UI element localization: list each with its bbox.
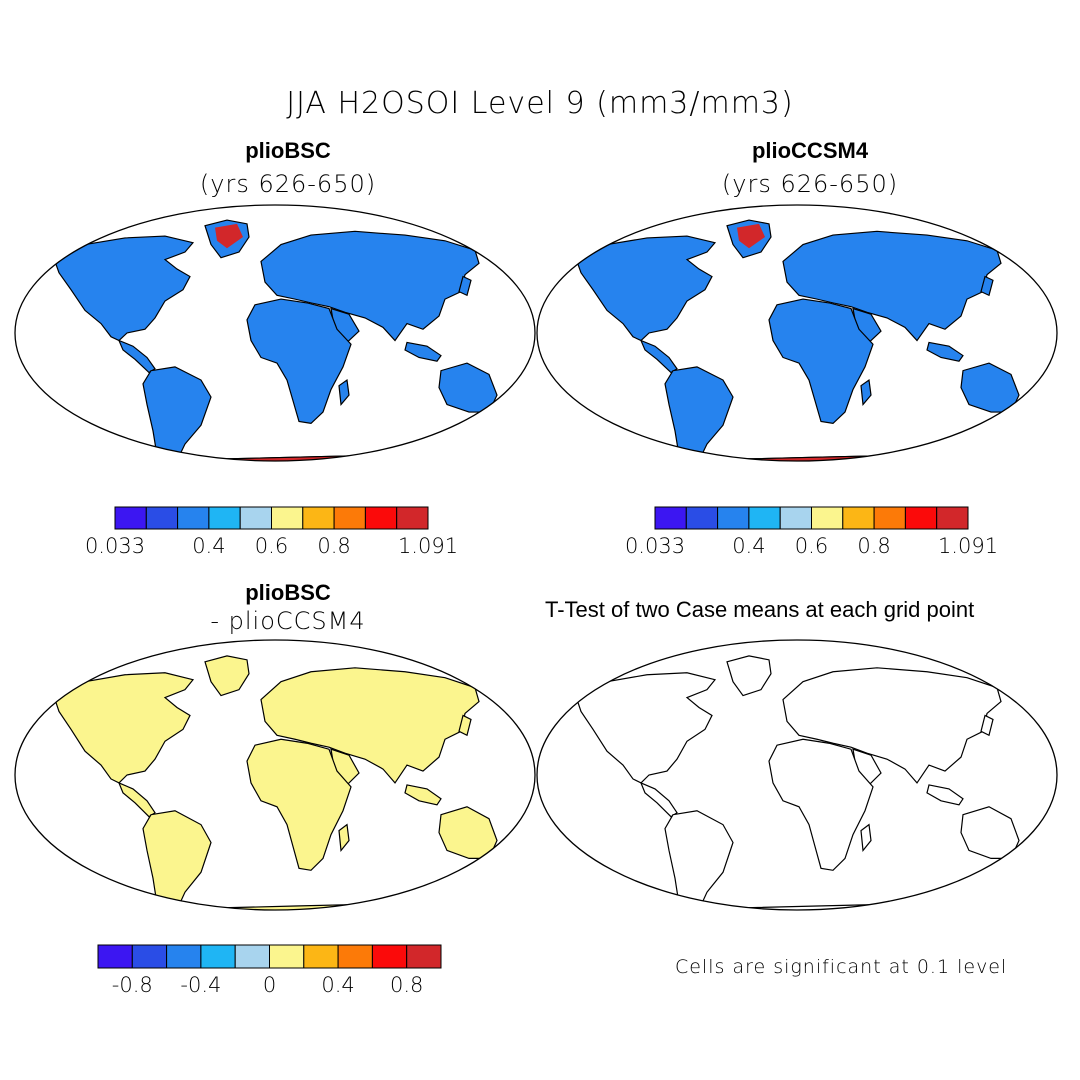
- panel-4-title: T-Test of two Case means at each grid po…: [545, 597, 975, 622]
- colorbar-swatch: [904, 506, 938, 530]
- colorbar-tick-label: -0.8: [112, 973, 153, 997]
- map-frame: [536, 639, 1058, 911]
- colorbar-swatch: [748, 506, 781, 530]
- colorbar-tick-label: 0.6: [795, 534, 828, 558]
- colorbar-swatch: [396, 506, 429, 530]
- greenland-ice: [737, 223, 765, 249]
- colorbar-swatch: [333, 506, 366, 530]
- colorbar-swatch: [177, 506, 210, 530]
- colorbar-swatch: [208, 506, 241, 530]
- colorbar-swatch: [873, 506, 906, 530]
- colorbar-tick-label: 0.4: [732, 534, 765, 558]
- colorbar-plioccsm4: 0.033 0.4 0.6 0.8 1.091: [625, 506, 998, 558]
- colorbar-swatch: [685, 506, 719, 530]
- colorbar-tick-label: 0.8: [317, 534, 350, 558]
- colorbar-swatch: [842, 506, 875, 530]
- colorbar-swatch: [234, 944, 270, 969]
- colorbar-swatch: [811, 506, 844, 530]
- colorbar-tick-label: 0.8: [857, 534, 890, 558]
- colorbar-swatch: [145, 506, 179, 530]
- panel-1-subtitle: (yrs 626-650): [199, 170, 377, 198]
- colorbar-swatch: [406, 944, 442, 969]
- colorbar-swatch: [271, 506, 304, 530]
- colorbar-tick-label: 1.091: [398, 534, 458, 558]
- map-frame: [536, 204, 1058, 462]
- colorbar-swatch: [654, 506, 687, 530]
- panel-3-subtitle: - plioCCSM4: [210, 607, 366, 635]
- colorbar-swatch: [936, 506, 969, 530]
- map-frame: [14, 639, 536, 911]
- colorbar-tick-label: -0.4: [180, 973, 221, 997]
- map-panel-plioccsm4: [536, 204, 1058, 462]
- map-frame: [14, 204, 536, 462]
- colorbar-swatch: [779, 506, 813, 530]
- colorbar-tick-label: 1.091: [938, 534, 998, 558]
- map-panels: [14, 204, 1058, 911]
- colorbar-difference: -0.8 -0.4 0 0.4 0.8: [97, 944, 442, 997]
- colorbar-tick-label: 0.8: [390, 973, 423, 997]
- colorbar-tick-label: 0.4: [192, 534, 225, 558]
- colorbar-swatch: [97, 944, 133, 969]
- colorbar-swatch: [337, 944, 373, 969]
- map-panel-difference: [14, 639, 536, 911]
- colorbar-swatch: [239, 506, 272, 530]
- map-panel-ttest: [536, 639, 1058, 911]
- colorbar-swatch: [166, 944, 202, 969]
- greenland-ice: [215, 223, 243, 249]
- panel-2-subtitle: (yrs 626-650): [721, 170, 899, 198]
- significance-note: Cells are significant at 0.1 level: [675, 956, 1008, 978]
- colorbar-swatch: [269, 944, 305, 969]
- antarctica-ice: [43, 454, 507, 461]
- panel-3-title: plioBSC: [245, 580, 331, 605]
- panel-1-title: plioBSC: [245, 138, 331, 163]
- colorbar-tick-label: 0: [263, 973, 276, 997]
- antarctica-ice: [565, 454, 1029, 461]
- colorbar-swatch: [371, 944, 408, 969]
- panel-2-title: plioCCSM4: [751, 138, 869, 163]
- colorbars: 0.033 0.4 0.6 0.8 1.091 0.033 0.4 0.6 0.8 1.091 -0…: [85, 506, 998, 997]
- colorbar-tick-label: 0.033: [625, 534, 685, 558]
- colorbar-swatch: [364, 506, 398, 530]
- map-panel-pliobsc: [14, 204, 536, 462]
- colorbar-swatch: [131, 944, 168, 969]
- colorbar-swatch: [303, 944, 339, 969]
- colorbar-tick-label: 0.4: [321, 973, 354, 997]
- colorbar-swatch: [302, 506, 335, 530]
- colorbar-tick-label: 0.6: [255, 534, 288, 558]
- colorbar-swatch: [717, 506, 750, 530]
- figure-title: JJA H2OSOI Level 9 (mm3/mm3): [286, 86, 794, 121]
- colorbar-tick-label: 0.033: [85, 534, 145, 558]
- colorbar-swatch: [200, 944, 236, 969]
- colorbar-pliobsc: 0.033 0.4 0.6 0.8 1.091: [85, 506, 458, 558]
- colorbar-swatch: [114, 506, 147, 530]
